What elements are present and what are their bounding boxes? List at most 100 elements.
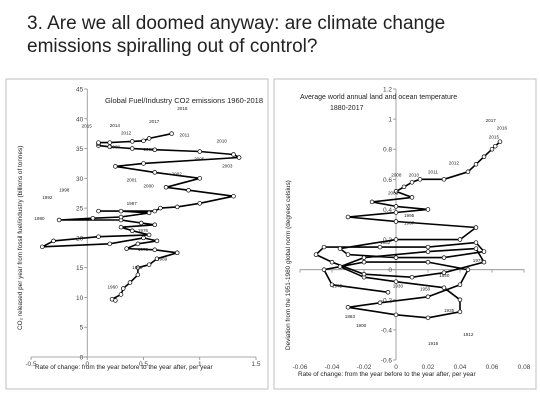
temperature-chart-x-axis-label: Rate of change: from the year before to … [298,371,476,378]
co2-data-point [130,139,135,144]
co2-data-point [154,256,160,261]
co2-chart-frame [5,78,269,390]
co2-chart-y-axis-label: CO₂ released per year from fossil fuel/i… [17,146,24,330]
co2-y-tick-label: 25 [76,206,84,213]
co2-year-label: 1970 [138,247,149,252]
co2-y-tick-label: 5 [80,325,84,332]
co2-data-point [152,247,158,253]
co2-year-label: 2015 [82,124,93,129]
co2-y-tick-label: 0 [80,355,84,362]
temperature-year-label: 1940 [439,273,450,278]
temperature-data-point [457,309,463,315]
temperature-y-tick-label: -0.6 [381,358,393,365]
co2-data-point [124,246,129,251]
co2-year-label: 1998 [59,187,70,192]
co2-series-line [41,132,240,302]
temperature-data-point [401,184,407,190]
co2-data-point [146,232,152,238]
temperature-year-label: 1987 [404,221,415,226]
temperature-data-point [321,267,327,272]
co2-data-point [118,208,124,214]
temperature-chart-y-axis-label: Deviation from the 1951-1980 global norm… [285,180,292,350]
temperature-year-label: 1982 [380,240,391,245]
temperature-data-point [425,249,431,254]
temperature-data-point [409,274,415,280]
temperature-data-point [377,300,383,306]
co2-data-point [152,170,158,175]
temperature-year-label: 1916 [428,341,439,346]
temperature-data-point [393,204,399,209]
slide-title-line-1: 3. Are we all doomed anyway: are climate… [27,13,446,34]
co2-data-point [197,176,203,181]
temperature-data-point [393,255,399,260]
temperature-data-point [329,282,335,287]
co2-data-point [231,152,236,157]
temperature-data-point [369,199,375,205]
temperature-data-point [425,207,431,212]
temperature-data-point [361,271,367,277]
co2-year-label: 1992 [42,195,53,200]
co2-data-point [107,241,112,247]
co2-data-point [135,241,141,247]
temperature-data-point [409,180,415,185]
temperature-y-tick-label: 0.6 [383,177,392,184]
co2-data-point [152,222,158,228]
co2-data-point [152,208,158,214]
temperature-year-label: 1930 [393,284,404,289]
temperature-data-point [473,246,479,251]
temperature-data-point [393,237,399,242]
co2-data-point [135,272,141,278]
temperature-year-label: 1945 [332,284,343,289]
co2-year-label: 1987 [127,201,138,206]
temperature-data-point [457,297,463,303]
temperature-x-tick-label: 0.02 [422,364,435,371]
temperature-year-label: 1950 [420,287,431,292]
temperature-data-point [345,214,351,220]
temperature-chart-subtitle: 1880-2017 [330,105,364,112]
temperature-year-label: 1995 [404,213,415,218]
temperature-data-point [473,225,479,230]
temperature-year-label: 2015 [489,135,500,140]
temperature-data-point [425,294,431,300]
co2-data-point [130,146,135,151]
temperature-data-point [417,177,423,182]
temperature-data-point [441,270,447,275]
temperature-data-point [313,252,319,257]
temperature-year-label: 2012 [449,160,460,165]
temperature-x-tick-label: -0.02 [357,364,372,371]
co2-year-label: 2012 [121,130,132,135]
co2-data-point [130,228,135,233]
temperature-year-label: 1978 [473,258,484,263]
temperature-data-point [465,267,471,272]
co2-x-tick-label: -0.5 [25,361,37,368]
co2-year-label: 2003 [222,164,233,169]
temperature-data-point [361,255,367,260]
temperature-year-label: 2010 [409,172,420,177]
co2-data-point [96,234,101,239]
temperature-data-point [441,255,447,260]
temperature-chart-frame [273,78,537,390]
temperature-chart: -0.6-0.4-0.200.20.40.60.811.2-0.06 -0.04-… [273,78,537,390]
temperature-data-point [321,244,327,250]
temperature-data-point [489,146,495,152]
co2-y-tick-label: 45 [76,87,84,94]
temperature-data-point [393,210,399,215]
temperature-x-tick-label: -0.04 [325,364,340,371]
co2-data-point [96,140,101,145]
co2-year-label: 2000 [144,183,155,188]
slide-title-line-2: emissions spiralling out of control? [27,36,318,57]
co2-data-point [186,187,191,193]
co2-chart-x-axis-label: Rate of change: from the year before to … [35,364,213,371]
temperature-data-point [393,219,399,224]
co2-year-label: 1976 [138,228,149,233]
slide-title: 3. Are we all doomed anyway: are climate… [27,12,527,58]
co2-y-tick-label: 40 [76,116,84,123]
temperature-data-point [473,240,479,245]
temperature-data-point [361,259,367,265]
co2-data-point [152,147,158,152]
temperature-year-label: 1883 [345,314,356,319]
temperature-data-point [337,246,343,251]
temperature-year-label: 1900 [356,323,367,328]
co2-year-label: 2005 [194,156,205,161]
temperature-data-point [492,143,498,149]
